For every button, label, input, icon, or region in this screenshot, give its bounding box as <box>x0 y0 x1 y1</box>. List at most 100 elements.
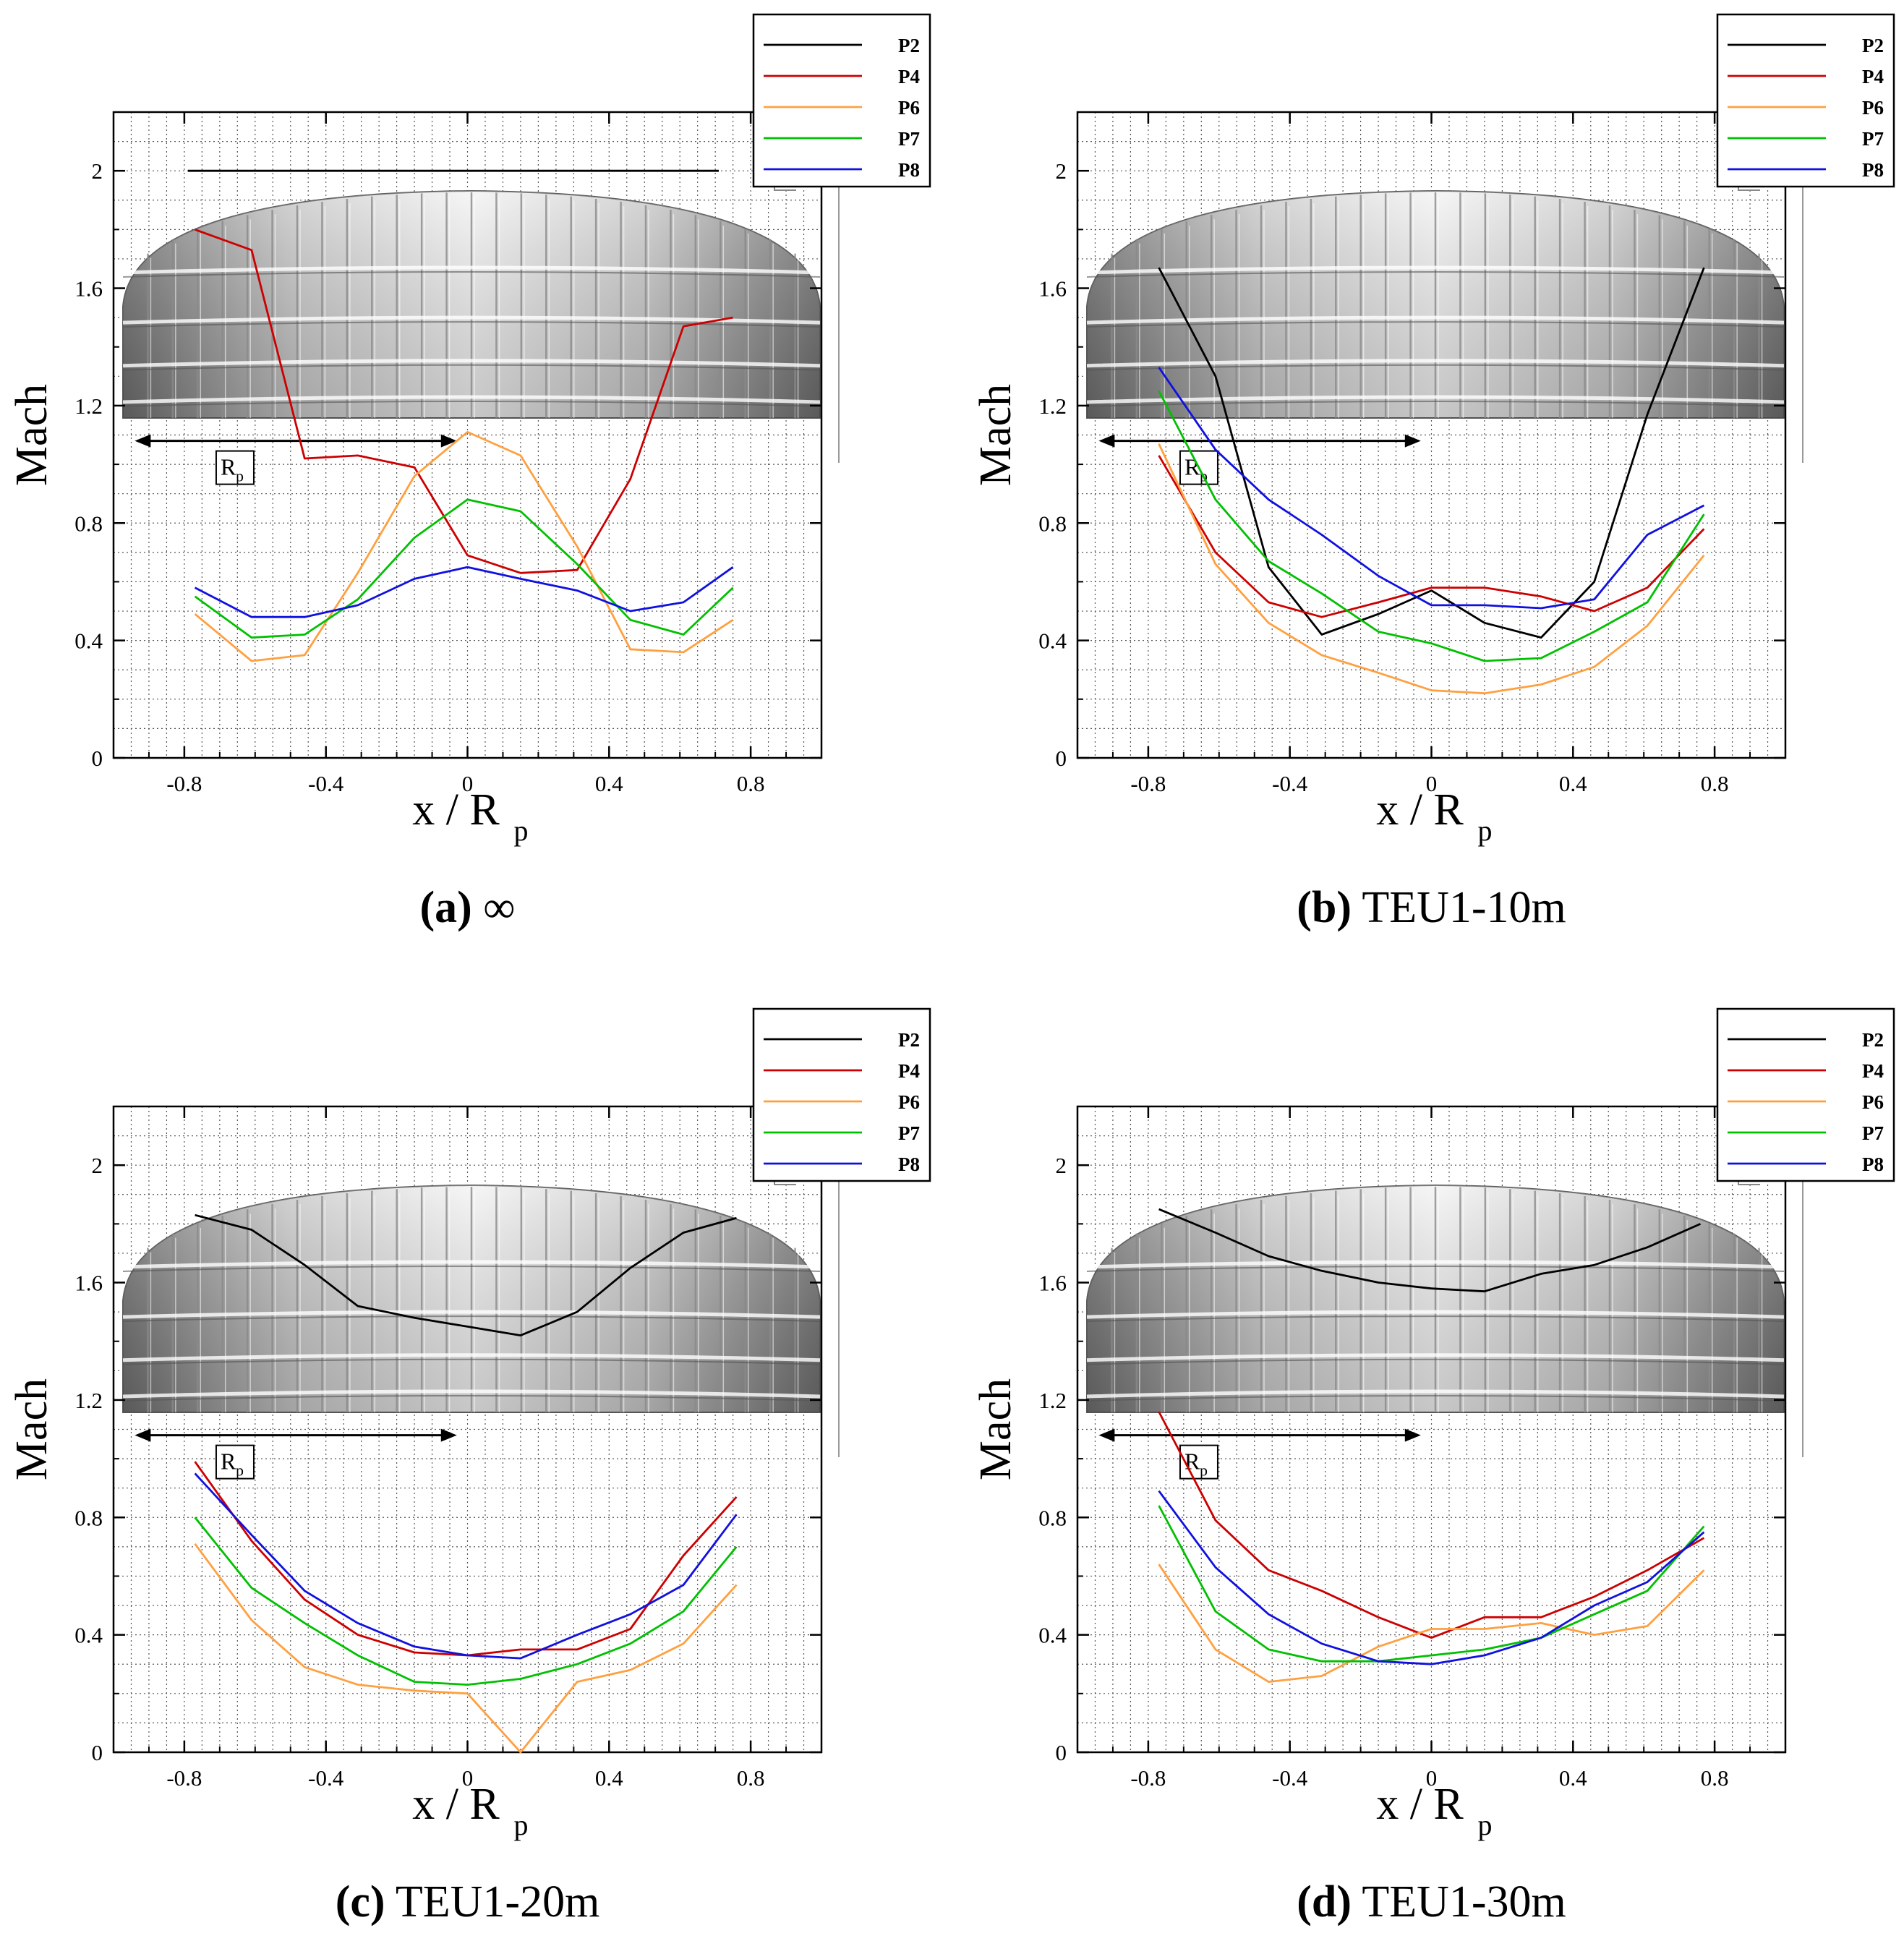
legend-label-p4: P4 <box>898 66 920 88</box>
canopy-band <box>122 1353 821 1362</box>
y-tick-label: 1.2 <box>74 393 103 419</box>
canopy-band-shadow <box>122 271 821 278</box>
y-axis-label: Mach <box>7 384 56 486</box>
x-tick-label: -0.8 <box>166 1765 202 1791</box>
rp-arrow-head-left <box>135 434 151 448</box>
canopy-band-shadow <box>122 1266 821 1273</box>
panel-caption-text: TEU1-30m <box>1362 1877 1566 1927</box>
canopy-band-shadow <box>1086 1266 1785 1273</box>
canopy-band-shadow <box>1086 401 1785 408</box>
x-tick-label: -0.4 <box>1272 771 1308 796</box>
rp-arrow-head-left <box>1098 434 1115 448</box>
legend-label-p8: P8 <box>1862 1153 1884 1175</box>
canopy-band-shadow <box>122 1315 821 1323</box>
y-tick-label: 0.4 <box>1038 628 1067 654</box>
x-axis-label-subscript: p <box>1478 814 1493 847</box>
canopy-band-shadow <box>1086 364 1785 371</box>
canopy-illustration <box>1086 189 1785 419</box>
panel-caption-letter: (d) <box>1297 1877 1352 1927</box>
legend-label-p8: P8 <box>1862 159 1884 181</box>
series-line-p2 <box>1158 267 1705 639</box>
legend: P2 P4 P6 P7 P8 <box>752 1007 931 1182</box>
x-axis-label: x / R <box>1376 1780 1464 1829</box>
y-tick-label: 1.2 <box>1038 1388 1067 1413</box>
y-tick-label: 0.4 <box>74 628 103 654</box>
x-axis-label-subscript: p <box>1478 1809 1493 1841</box>
canopy-band-shadow <box>122 1395 821 1402</box>
x-tick-label: 0 <box>462 1765 474 1791</box>
legend-label-p2: P2 <box>898 35 920 56</box>
canopy-band <box>1086 1353 1785 1362</box>
series-line-p4 <box>195 229 733 574</box>
y-tick-label: 1.6 <box>1038 1271 1067 1296</box>
series-line-p7 <box>1158 1505 1705 1663</box>
legend-frame <box>1716 1007 1895 1182</box>
series-line-p6 <box>194 1543 738 1754</box>
rp-label-box <box>1179 1444 1218 1480</box>
rp-label: R <box>221 1449 236 1475</box>
legend-label-p2: P2 <box>898 1029 920 1051</box>
panel-caption: (d) TEU1-30m <box>1297 1877 1566 1927</box>
legend-label-p7: P7 <box>1862 1122 1884 1144</box>
legend-frame <box>752 13 931 188</box>
y-axis-label: Mach <box>7 1378 56 1480</box>
series-line-p7 <box>194 498 734 639</box>
y-tick-label: 0 <box>1056 746 1067 771</box>
y-axis-label: Mach <box>971 384 1020 486</box>
series-line-p8 <box>1158 1490 1705 1665</box>
canopy-band <box>1086 1389 1785 1399</box>
y-tick-label: 1.2 <box>74 1388 103 1413</box>
legend-label-p4: P4 <box>898 1060 920 1082</box>
panel-caption-space <box>1352 1877 1362 1927</box>
y-tick-label: 2 <box>1056 1153 1067 1178</box>
series-line-p8 <box>1158 367 1705 610</box>
y-tick-label: 1.2 <box>1038 393 1067 419</box>
canopy-band <box>1086 1260 1785 1269</box>
x-tick-label: 0 <box>462 771 474 796</box>
y-tick-label: 2 <box>92 158 103 184</box>
x-axis-label-subscript: p <box>514 1809 529 1841</box>
series-line-p4 <box>1158 1411 1705 1639</box>
legend-label-p2: P2 <box>1862 35 1884 56</box>
panel-caption-letter: (c) <box>336 1877 385 1927</box>
legend-label-p4: P4 <box>1862 66 1884 88</box>
rp-label-subscript: p <box>236 1462 244 1480</box>
x-tick-label: 0.4 <box>595 1765 623 1791</box>
y-tick-label: 0 <box>1056 1740 1067 1765</box>
x-tick-label: 0 <box>1426 771 1438 796</box>
legend-label-p6: P6 <box>898 97 920 119</box>
panel-caption-text: ∞ <box>483 883 515 932</box>
rp-arrow-head-right <box>1404 434 1421 448</box>
legend: P2 P4 P6 P7 P8 <box>1716 13 1895 188</box>
rp-label: R <box>221 454 236 480</box>
panel-caption-letter: (b) <box>1297 883 1352 932</box>
canopy-band-shadow <box>122 321 821 328</box>
legend-label-p4: P4 <box>1862 1060 1884 1082</box>
data-series <box>194 1213 738 1754</box>
panel-caption: (c) TEU1-20m <box>336 1877 600 1927</box>
x-axis-label: x / R <box>412 1780 500 1829</box>
x-tick-label: -0.4 <box>1272 1765 1308 1791</box>
panel-caption-space <box>472 883 484 932</box>
canopy-band-shadow <box>1086 1315 1785 1323</box>
legend: P2 P4 P6 P7 P8 <box>752 13 931 188</box>
y-tick-label: 1.6 <box>1038 276 1067 302</box>
rp-label-subscript: p <box>236 467 244 485</box>
data-series <box>187 169 734 662</box>
canopy-band <box>1086 1310 1785 1319</box>
series-line-p4 <box>1158 455 1705 618</box>
y-tick-label: 1.6 <box>74 276 103 302</box>
rp-label: R <box>1184 454 1200 480</box>
x-tick-label: 0.4 <box>595 771 623 796</box>
series-line-p6 <box>1158 1564 1705 1683</box>
canopy-band <box>122 1260 821 1269</box>
panel-caption: (b) TEU1-10m <box>1297 883 1566 932</box>
canopy-band-shadow <box>1086 1358 1785 1365</box>
legend-frame <box>1716 13 1895 188</box>
legend-frame <box>752 1007 931 1182</box>
canopy-band <box>122 265 821 275</box>
series-line-p6 <box>194 431 734 662</box>
